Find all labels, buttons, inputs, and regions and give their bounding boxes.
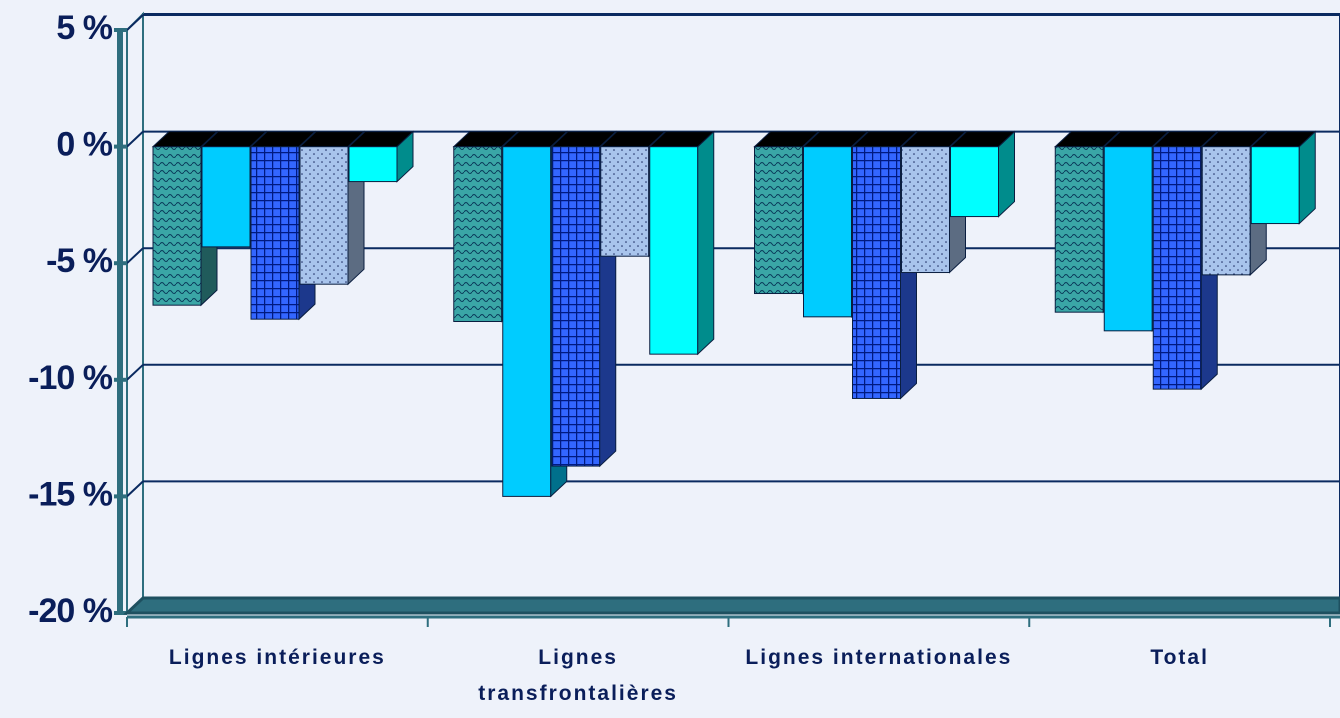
bar-top [1200,131,1268,148]
bar-top [599,131,667,148]
y-tick-label: -5 % [46,242,113,280]
x-tick-label: Lignes internationales [745,646,1013,669]
y-tick-label: -20 % [28,592,113,630]
grid-line-side [126,364,144,381]
bar-top [298,131,366,148]
bar [1201,146,1251,276]
bar-top [151,131,219,148]
bar-top [949,131,1016,148]
side-wall [126,11,144,616]
bar-top [851,131,918,148]
x-tick-label: Lignes transfrontalières [478,646,678,705]
bar [1152,146,1202,390]
y-tick-label: -15 % [28,475,113,513]
grid-line-side [126,247,144,264]
bar-top [802,131,869,148]
bar [1103,146,1153,332]
bar-top [452,131,520,148]
bar [754,146,803,295]
bar-top [200,131,268,148]
bar-top [1151,131,1219,148]
x-tick-label: Lignes intérieures [168,646,386,669]
bar [901,146,950,274]
bar [803,146,852,318]
bar [551,146,601,467]
bar [348,146,398,183]
bar-top [1249,131,1317,148]
y-tick-label: 0 % [56,126,112,164]
bar [453,146,503,322]
bar-top [1053,131,1121,148]
bar [201,146,251,248]
bar [502,146,552,497]
bar [950,146,999,218]
floor [123,596,1340,615]
grid-line-side [126,480,144,498]
bar-side [697,130,715,356]
grid-line-side [126,130,144,148]
bar [152,146,202,306]
bar [600,146,650,257]
bar-top [753,131,820,148]
bar [299,146,349,285]
y-tick-label: -10 % [28,359,113,397]
bar-top [648,131,716,148]
y-tick-label: 5 % [56,9,112,47]
bar-top [550,131,618,148]
bar [1054,146,1104,313]
bar-top [900,131,967,148]
bar [852,146,901,399]
bar [649,146,699,355]
bar [1250,146,1300,225]
x-tick-label: Total [1150,646,1209,669]
bar-top [1102,131,1170,148]
grid-line-side [126,14,144,31]
bar [250,146,300,320]
bar-top [501,131,569,148]
bar-side [1298,130,1316,225]
bar-top [249,131,317,148]
bar-top [347,131,415,148]
